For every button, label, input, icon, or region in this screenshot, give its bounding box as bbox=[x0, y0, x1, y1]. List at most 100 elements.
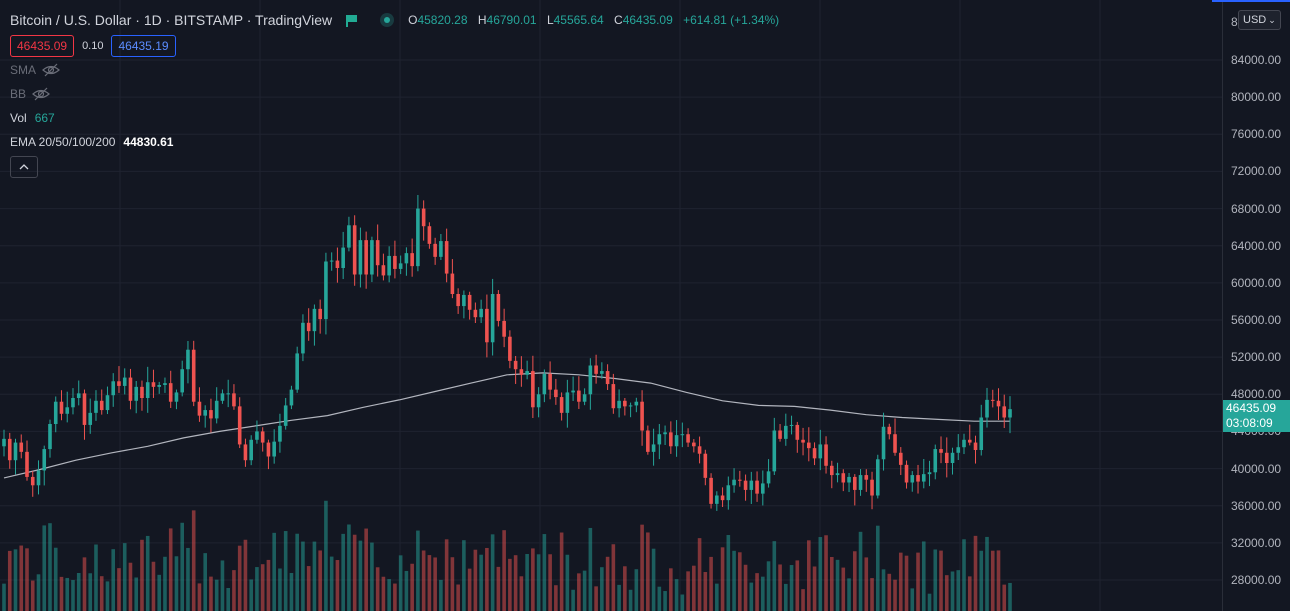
candle-body bbox=[600, 371, 604, 374]
currency-button[interactable]: USD ⌄ bbox=[1238, 10, 1281, 30]
candle-body bbox=[128, 377, 133, 401]
candle-body bbox=[956, 447, 961, 453]
volume-bar bbox=[531, 548, 535, 611]
volume-bar bbox=[1008, 582, 1012, 611]
candle-body bbox=[761, 483, 765, 494]
candle-body bbox=[870, 479, 874, 496]
volume-bar bbox=[450, 557, 455, 611]
price-tick-label: 48000.00 bbox=[1231, 387, 1282, 402]
volume-bar bbox=[594, 586, 598, 611]
candle-body bbox=[778, 430, 782, 439]
buy-button[interactable]: 46435.19 bbox=[111, 35, 176, 57]
volume-bar bbox=[778, 564, 782, 611]
volume-bar bbox=[571, 589, 575, 611]
volume-bar bbox=[306, 566, 311, 611]
candle-body bbox=[410, 253, 414, 267]
candle-body bbox=[335, 260, 340, 268]
volume-bar bbox=[634, 569, 639, 611]
candle-body bbox=[444, 241, 449, 274]
candle-body bbox=[887, 426, 892, 435]
symbol-title[interactable]: Bitcoin / U.S. Dollar · 1D · BITSTAMP · … bbox=[10, 12, 333, 28]
volume-bar bbox=[663, 591, 667, 611]
volume-bar bbox=[42, 525, 47, 611]
volume-bar bbox=[904, 555, 909, 611]
volume-bar bbox=[352, 534, 357, 611]
flag-icon[interactable] bbox=[346, 15, 358, 27]
candle-body bbox=[594, 365, 598, 374]
indicator-sma[interactable]: SMA bbox=[10, 58, 786, 82]
indicator-vol[interactable]: Vol 667 bbox=[10, 106, 786, 130]
candle-body bbox=[536, 394, 541, 408]
candle-body bbox=[387, 255, 391, 276]
volume-bar bbox=[766, 561, 771, 611]
volume-bar bbox=[881, 569, 886, 611]
bb-label: BB bbox=[10, 87, 27, 101]
candle-body bbox=[283, 405, 288, 426]
candle-body bbox=[835, 473, 840, 476]
indicator-bb[interactable]: BB bbox=[10, 82, 786, 106]
candle-body bbox=[71, 398, 75, 408]
sell-button[interactable]: 46435.09 bbox=[10, 35, 75, 57]
trade-row: 46435.09 0.10 46435.19 bbox=[10, 34, 786, 58]
volume-bar bbox=[329, 556, 334, 611]
volume-bar bbox=[226, 587, 230, 611]
volume-bar bbox=[128, 562, 133, 611]
live-dot-icon bbox=[380, 13, 395, 27]
volume-bar bbox=[324, 500, 328, 611]
volume-bar bbox=[462, 540, 466, 611]
volume-bar bbox=[214, 579, 219, 611]
chevron-down-icon: ⌄ bbox=[1268, 15, 1276, 25]
candle-body bbox=[249, 439, 253, 461]
volume-bar bbox=[168, 528, 173, 611]
volume-bar bbox=[94, 544, 98, 611]
candle-body bbox=[117, 381, 121, 386]
volume-bar bbox=[243, 539, 248, 611]
volume-bar bbox=[967, 576, 972, 611]
candlestick-chart[interactable] bbox=[0, 0, 1222, 611]
candle-body bbox=[404, 253, 409, 264]
volume-bar bbox=[761, 576, 765, 611]
volume-bar bbox=[513, 555, 518, 611]
candle-body bbox=[30, 476, 35, 486]
volume-bar bbox=[646, 532, 650, 611]
eye-crossed-icon[interactable] bbox=[42, 63, 60, 77]
candle-body bbox=[467, 294, 472, 310]
volume-bar bbox=[726, 535, 731, 611]
candle-body bbox=[456, 294, 460, 307]
candle-body bbox=[13, 442, 18, 461]
indicator-ema[interactable]: EMA 20/50/100/200 44830.61 bbox=[10, 130, 786, 154]
candle-body bbox=[278, 425, 282, 442]
candle-body bbox=[105, 395, 110, 411]
eye-crossed-icon[interactable] bbox=[32, 87, 50, 101]
candle-body bbox=[450, 273, 455, 294]
price-tick-label: 52000.00 bbox=[1231, 350, 1282, 365]
chevron-up-icon bbox=[19, 164, 29, 170]
candle-body bbox=[2, 438, 6, 447]
volume-bar bbox=[203, 553, 207, 611]
volume-bar bbox=[921, 541, 926, 611]
candle-body bbox=[364, 240, 368, 275]
volume-bar bbox=[134, 577, 139, 611]
candle-body bbox=[611, 384, 616, 409]
volume-bar bbox=[605, 556, 610, 611]
volume-bar bbox=[577, 573, 581, 611]
chart-area[interactable]: Bitcoin / U.S. Dollar · 1D · BITSTAMP · … bbox=[0, 0, 1222, 611]
price-scale[interactable]: 84000.00 80000.00 76000.00 72000.00 68000.00… bbox=[1222, 0, 1290, 611]
close-value: 46435.09 bbox=[622, 13, 673, 27]
volume-bar bbox=[59, 576, 64, 611]
volume-bar bbox=[249, 579, 253, 611]
candle-body bbox=[214, 400, 219, 419]
candle-body bbox=[260, 431, 265, 443]
candle-body bbox=[554, 389, 558, 398]
candle-body bbox=[237, 406, 242, 445]
candle-body bbox=[433, 243, 437, 257]
candle-body bbox=[111, 381, 116, 396]
candle-body bbox=[439, 241, 443, 257]
collapse-legend-button[interactable] bbox=[10, 156, 38, 178]
candle-body bbox=[910, 475, 915, 483]
volume-bar bbox=[738, 552, 742, 611]
volume-bars bbox=[2, 500, 1012, 611]
volume-bar bbox=[117, 568, 121, 611]
candle-body bbox=[220, 393, 225, 401]
volume-bar bbox=[985, 536, 989, 611]
